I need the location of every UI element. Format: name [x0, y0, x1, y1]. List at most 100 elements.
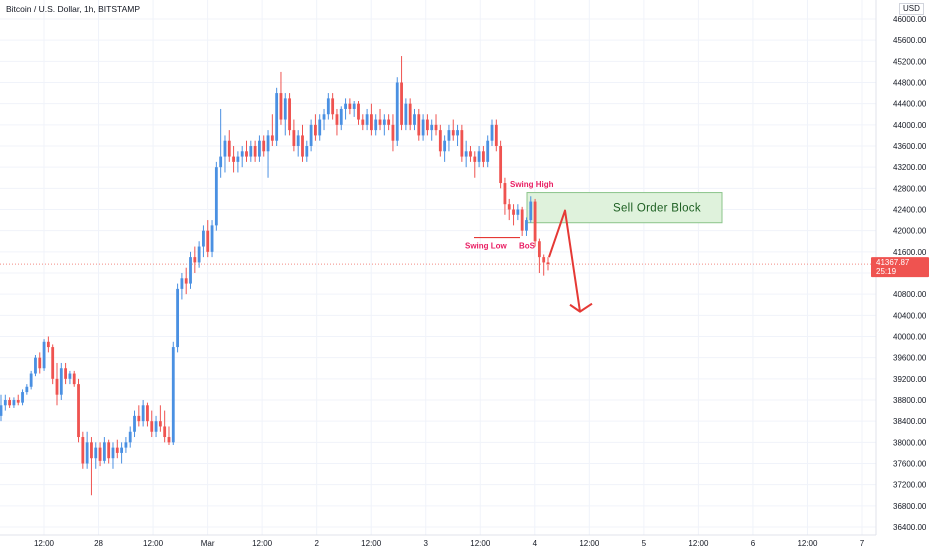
candle-body — [438, 130, 442, 152]
candle-body — [400, 82, 403, 125]
candle-body — [469, 151, 472, 157]
candle-body — [34, 357, 37, 374]
candle-body — [490, 124, 494, 141]
candle-body — [326, 98, 330, 115]
candle-body — [443, 140, 447, 152]
price-tick-label: 44400.00 — [893, 100, 927, 109]
time-tick-label: 28 — [94, 539, 103, 548]
candle-body — [537, 241, 541, 258]
candle-body — [335, 114, 339, 125]
candle-body — [98, 447, 102, 461]
candle-body — [258, 140, 261, 157]
candle-body — [486, 140, 490, 162]
candle-body — [158, 421, 162, 427]
time-axis[interactable]: 12:00 28 12:00 Mar 12:00 2 12:00 3 12:00 4 12:00 5 1… — [34, 539, 865, 548]
time-tick-label: 2 — [314, 539, 319, 548]
candle-body — [292, 130, 296, 146]
candle-body — [55, 378, 59, 395]
time-tick-label: 12:00 — [143, 539, 164, 548]
candle-body — [275, 93, 279, 141]
chart-title: Bitcoin / U.S. Dollar, 1h, BITSTAMP — [6, 4, 140, 14]
price-axis[interactable]: 36400.00 36800.00 37200.00 37600.00 38000.00… — [893, 15, 927, 532]
candle-body — [253, 146, 257, 157]
candle-body — [322, 114, 326, 120]
projection-arrow-head — [569, 302, 593, 313]
candle-body — [21, 392, 24, 403]
candle-body — [464, 151, 468, 157]
candle-body — [111, 447, 115, 459]
candles-group — [0, 56, 550, 496]
candle-body — [245, 151, 248, 157]
candle-body — [421, 119, 425, 136]
candle-body — [25, 386, 29, 393]
bar-countdown: 25:19 — [876, 267, 897, 276]
price-tick-label: 36400.00 — [893, 523, 927, 532]
price-tick-label: 43200.00 — [893, 163, 927, 172]
price-tick-label: 42800.00 — [893, 184, 927, 193]
candle-body — [141, 405, 145, 422]
time-tick-label: 12:00 — [797, 539, 818, 548]
candle-body — [128, 431, 132, 443]
candle-body — [72, 373, 76, 385]
candle-body — [288, 98, 291, 131]
candle-body — [305, 146, 309, 157]
candle-body — [529, 201, 533, 221]
price-tick-label: 40400.00 — [893, 311, 927, 320]
candle-body — [270, 135, 274, 141]
candle-body — [499, 146, 503, 184]
candle-body — [542, 257, 546, 263]
candle-body — [150, 421, 154, 432]
candle-body — [115, 447, 119, 453]
candle-body — [214, 167, 218, 226]
candle-body — [94, 447, 98, 459]
candle-body — [533, 201, 537, 242]
candle-body — [12, 400, 16, 406]
candle-body — [137, 415, 141, 422]
candle-body — [413, 114, 416, 125]
candle-body — [206, 230, 210, 252]
price-tick-label: 44000.00 — [893, 121, 927, 130]
candle-body — [352, 103, 356, 109]
candle-body — [167, 437, 171, 443]
time-tick-label: 12:00 — [579, 539, 600, 548]
candle-body — [90, 442, 93, 459]
time-tick-label: 12:00 — [34, 539, 55, 548]
candle-body — [219, 156, 223, 168]
currency-label[interactable]: USD — [899, 3, 924, 15]
candle-body — [516, 209, 520, 215]
candle-body — [378, 119, 382, 125]
candle-body — [344, 103, 347, 109]
time-tick-label: 6 — [751, 539, 756, 548]
time-tick-label: 5 — [642, 539, 647, 548]
price-tick-label: 38000.00 — [893, 438, 927, 447]
candle-body — [120, 447, 124, 453]
candle-body — [68, 373, 72, 379]
candle-body — [434, 124, 438, 131]
candle-body — [197, 246, 201, 263]
candle-body — [296, 135, 300, 146]
candle-body — [85, 442, 89, 464]
candle-body — [64, 368, 68, 379]
candle-body — [460, 130, 464, 157]
swing-high-label: Swing High — [510, 180, 554, 189]
candle-body — [133, 415, 136, 432]
candle-body — [124, 442, 128, 448]
candle-body — [59, 368, 63, 395]
candle-body — [447, 130, 451, 141]
sell-order-block-zone — [526, 192, 723, 224]
candle-body — [42, 341, 46, 369]
candle-body — [357, 103, 360, 120]
price-tick-label: 40800.00 — [893, 290, 927, 299]
candle-body — [0, 405, 3, 416]
candle-body — [387, 119, 391, 125]
candle-body — [102, 442, 106, 461]
candle-body — [382, 119, 386, 125]
candle-body — [193, 257, 197, 263]
candle-body — [301, 135, 304, 157]
candle-body — [249, 146, 253, 157]
price-tick-label: 37600.00 — [893, 460, 927, 469]
candle-body — [171, 347, 175, 443]
candle-body — [331, 98, 335, 115]
candle-body — [507, 204, 511, 210]
